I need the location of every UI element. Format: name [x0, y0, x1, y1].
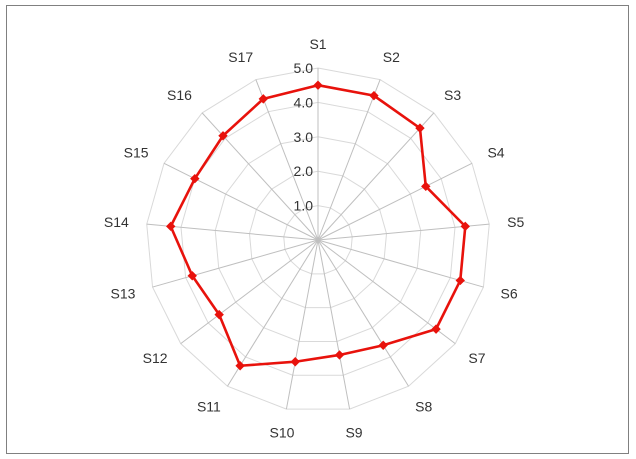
spoke-S10 [285, 239, 319, 410]
category-label-S5: S5 [507, 214, 524, 230]
category-label-S16: S16 [167, 87, 192, 103]
grid-rings [146, 67, 490, 410]
data-point-S1 [313, 80, 323, 90]
tick-labels: 1.0 2.0 3.0 4.0 5.0 [294, 60, 314, 214]
tick-label-5.0: 5.0 [294, 60, 314, 76]
data-point-S3 [415, 123, 425, 133]
spoke-S3 [317, 112, 435, 241]
series-line [169, 83, 467, 368]
spoke-S7 [317, 239, 456, 345]
data-point-S14 [166, 221, 176, 232]
data-point-S13 [187, 271, 197, 281]
series-layer [166, 80, 470, 371]
category-label-S17: S17 [228, 49, 253, 65]
category-label-S2: S2 [383, 49, 400, 65]
spoke-S4 [317, 162, 473, 241]
spoke-S14 [146, 223, 319, 241]
category-label-S12: S12 [143, 350, 168, 366]
category-label-S3: S3 [444, 87, 461, 103]
data-point-S11 [235, 361, 245, 371]
category-label-S14: S14 [104, 214, 129, 230]
spoke-S9 [317, 239, 351, 410]
data-point-S2 [369, 90, 379, 101]
data-point-S15 [190, 173, 200, 184]
spoke-S12 [180, 239, 319, 345]
data-point-S17 [258, 94, 269, 104]
spokes [146, 68, 490, 410]
tick-label-2.0: 2.0 [294, 163, 314, 179]
data-point-S8 [378, 340, 388, 350]
category-label-S15: S15 [124, 145, 149, 161]
category-label-S9: S9 [345, 425, 362, 441]
grid-ring-1.0 [283, 205, 353, 275]
tick-label-4.0: 4.0 [294, 94, 314, 110]
category-label-S7: S7 [468, 350, 485, 366]
tick-label-3.0: 3.0 [294, 129, 314, 145]
spoke-S15 [163, 162, 319, 241]
grid-ring-2.0 [248, 170, 388, 309]
category-labels: S1 S2 S3 S4 S5 S6 S7 S8 S9 S10 S11 S12 S13 S14 S15 S16 S… [104, 36, 525, 441]
category-label-S4: S4 [487, 145, 504, 161]
category-label-S8: S8 [415, 399, 432, 415]
grid-ring-5.0 [146, 67, 490, 410]
data-point-S12 [214, 309, 224, 320]
spoke-S13 [152, 239, 319, 288]
data-point-S6 [455, 275, 465, 286]
category-label-S1: S1 [309, 36, 326, 52]
spoke-S2 [317, 79, 381, 241]
spoke-S11 [227, 239, 319, 387]
spoke-S8 [317, 239, 409, 387]
grid-ring-3.0 [214, 136, 422, 342]
category-label-S13: S13 [111, 286, 136, 302]
spoke-S5 [317, 223, 490, 241]
data-point-S5 [460, 221, 470, 232]
data-point-S10 [290, 357, 300, 367]
spoke-S17 [255, 79, 319, 241]
data-point-S7 [431, 324, 441, 334]
category-label-S10: S10 [270, 425, 295, 441]
tick-label-1.0: 1.0 [294, 198, 314, 214]
category-label-S11: S11 [197, 399, 221, 415]
data-point-S9 [334, 350, 345, 360]
category-label-S6: S6 [501, 286, 518, 302]
data-point-S4 [421, 181, 431, 192]
data-point-S16 [218, 131, 228, 141]
spoke-S6 [317, 239, 484, 288]
